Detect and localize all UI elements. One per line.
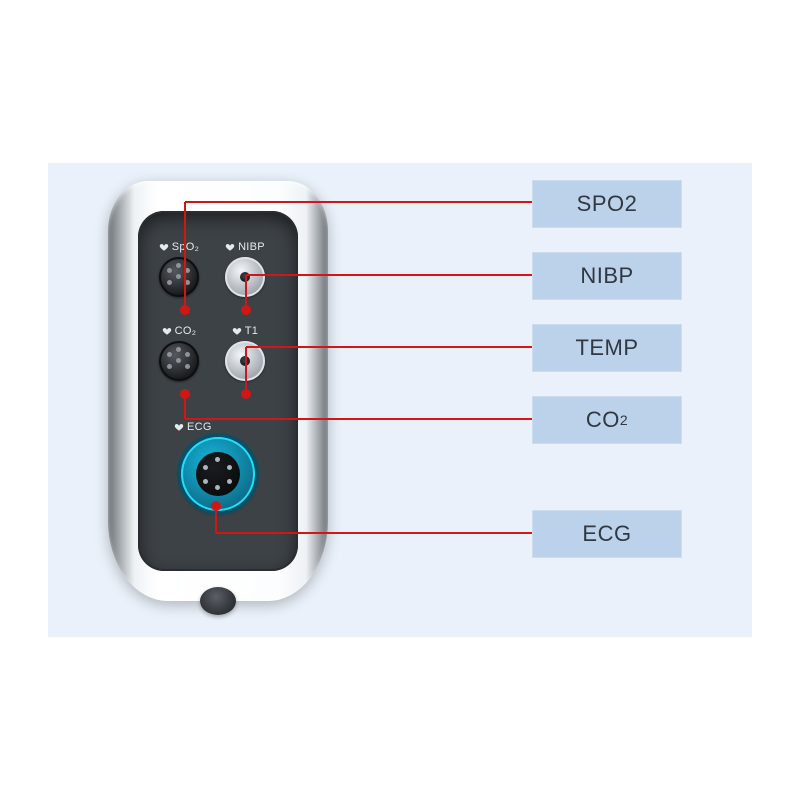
leader-line (216, 532, 532, 534)
callout-label-co2: CO2 (532, 396, 682, 444)
port-nibp-caption: NIBP (216, 241, 274, 253)
port-ecg: ECG (168, 421, 268, 511)
callout-label-nibp: NIBP (532, 252, 682, 300)
diagram-panel: SpO₂ (48, 163, 752, 637)
port-co2-label: CO₂ (175, 325, 197, 337)
leader-dot (211, 501, 221, 511)
port-spo2: SpO₂ (150, 241, 208, 297)
leader-line (185, 201, 532, 203)
callout-label-ecg: ECG (532, 510, 682, 558)
heart-icon (159, 242, 169, 252)
port-nibp-label: NIBP (238, 241, 265, 253)
port-spo2-caption: SpO₂ (150, 241, 208, 253)
heart-icon (232, 326, 242, 336)
leader-dot (180, 389, 190, 399)
heart-icon (174, 422, 184, 432)
leader-dot (241, 305, 251, 315)
port-ecg-label: ECG (187, 421, 212, 433)
heart-icon (162, 326, 172, 336)
device: SpO₂ (108, 181, 328, 619)
port-co2: CO₂ (150, 325, 208, 381)
heart-icon (225, 242, 235, 252)
leader-line (246, 274, 532, 276)
connector-icon (159, 257, 199, 297)
leader-dot (180, 305, 190, 315)
callout-label-temp: TEMP (532, 324, 682, 372)
port-ecg-caption: ECG (168, 421, 268, 433)
connector-icon (159, 341, 199, 381)
connector-icon (181, 437, 255, 511)
device-faceplate: SpO₂ (138, 211, 298, 571)
leader-line (245, 347, 247, 394)
leader-dot (241, 389, 251, 399)
port-t1-caption: T1 (216, 325, 274, 337)
port-co2-caption: CO₂ (150, 325, 208, 337)
leader-line (185, 418, 532, 420)
leader-line (184, 202, 186, 310)
port-t1-label: T1 (245, 325, 258, 337)
leader-line (246, 346, 532, 348)
device-foot (200, 587, 236, 615)
callout-label-spo2: SPO2 (532, 180, 682, 228)
